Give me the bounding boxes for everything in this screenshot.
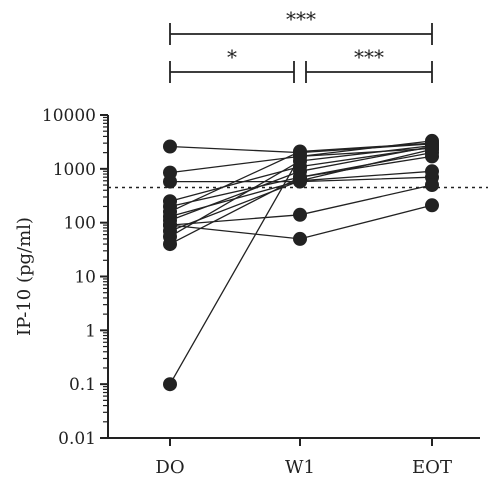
significance-label: *** bbox=[286, 7, 316, 31]
data-point bbox=[163, 174, 177, 189]
y-axis: 0.01 0.1 1 10 100 1000 10000 bbox=[42, 106, 109, 449]
data-point bbox=[293, 149, 307, 164]
significance-bracket: * bbox=[169, 45, 295, 83]
data-point bbox=[425, 141, 439, 156]
x-axis: DO W1 EOT bbox=[108, 437, 480, 478]
data-point bbox=[425, 178, 439, 192]
y-axis-label: IP-10 (pg/ml) bbox=[14, 217, 35, 336]
data-point bbox=[163, 377, 177, 392]
data-point bbox=[163, 237, 177, 252]
significance-label: *** bbox=[354, 45, 384, 69]
x-tick-label-w1: W1 bbox=[285, 457, 315, 478]
data-points bbox=[163, 133, 439, 392]
y-tick-label: 1000 bbox=[53, 160, 96, 180]
y-tick-label: 0.1 bbox=[69, 375, 96, 395]
y-tick-label: 10 bbox=[74, 268, 96, 288]
data-point bbox=[425, 164, 439, 179]
y-tick-label: 0.01 bbox=[58, 429, 96, 449]
significance-brackets: **** *** bbox=[169, 7, 433, 83]
significance-bracket: *** bbox=[169, 7, 433, 45]
data-point bbox=[163, 218, 177, 233]
x-tick-label-eot: EOT bbox=[412, 457, 452, 478]
y-tick-label: 1 bbox=[85, 321, 96, 341]
data-point bbox=[293, 207, 307, 222]
data-point bbox=[293, 231, 307, 246]
data-point bbox=[293, 170, 307, 185]
data-point bbox=[425, 198, 439, 213]
data-point bbox=[163, 139, 177, 154]
y-tick-label: 100 bbox=[64, 214, 96, 234]
y-tick-label: 10000 bbox=[42, 106, 96, 126]
significance-bracket: *** bbox=[305, 45, 433, 83]
significance-label: * bbox=[227, 45, 237, 69]
x-tick-label-do: DO bbox=[155, 457, 184, 478]
